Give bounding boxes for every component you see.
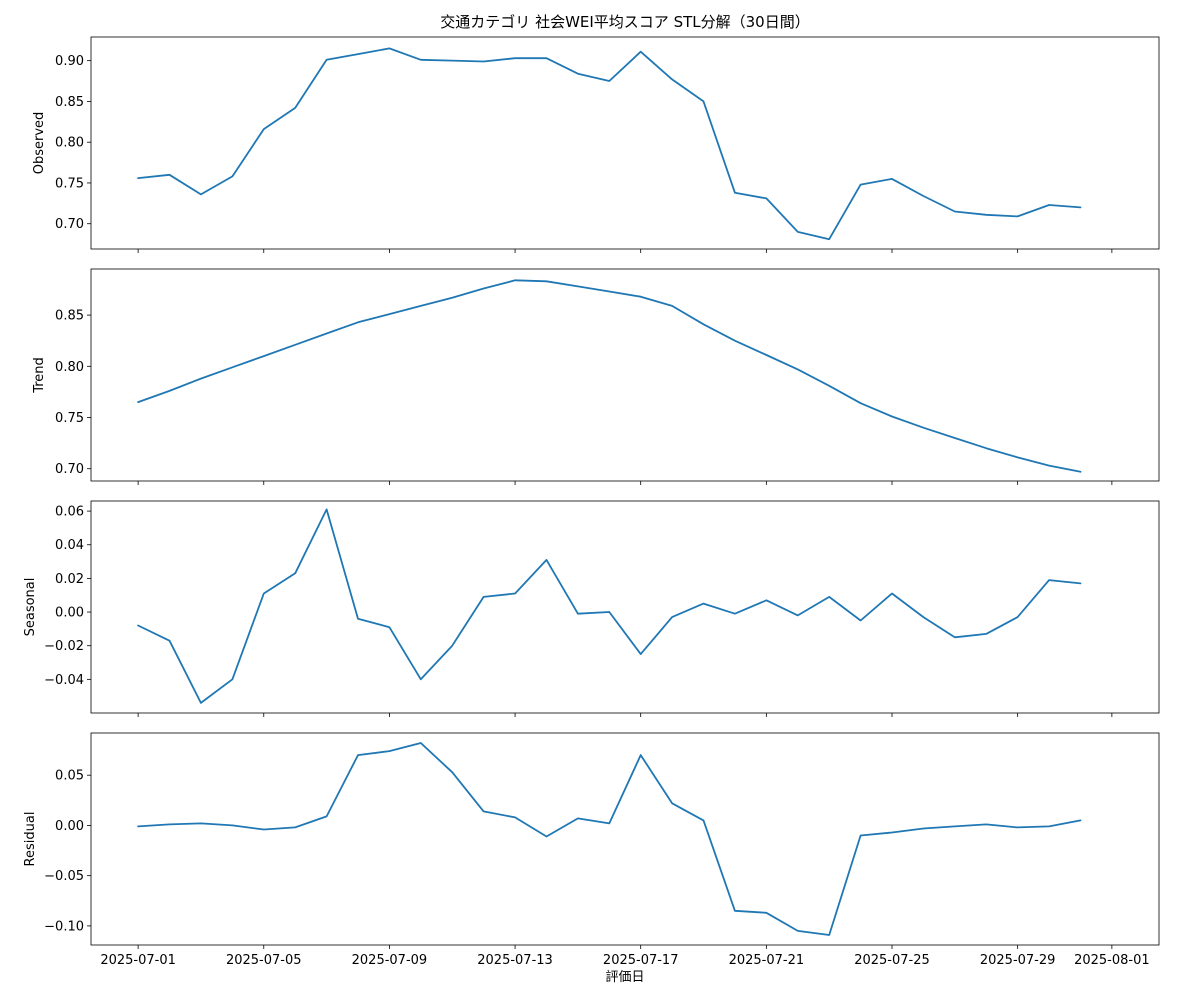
y-tick-label: 0.85 bbox=[55, 309, 84, 324]
axes-frame bbox=[90, 268, 1160, 482]
x-tick-label: 2025-07-29 bbox=[980, 953, 1056, 968]
y-axis-label-trend: Trend bbox=[32, 357, 47, 394]
y-tick-label: −0.10 bbox=[44, 919, 84, 934]
y-axis-label-seasonal: Seasonal bbox=[23, 578, 38, 637]
panel-observed: 0.70 0.75 0.80 0.85 0.90 Observed bbox=[32, 36, 1160, 253]
y-tick-label: 0.70 bbox=[55, 462, 84, 477]
y-tick-label: 0.05 bbox=[55, 769, 84, 784]
y-tick-label: 0.85 bbox=[55, 95, 84, 110]
axes-frame bbox=[90, 500, 1160, 714]
axes-frame bbox=[90, 36, 1160, 250]
x-tick-label: 2025-08-01 bbox=[1074, 953, 1150, 968]
panel-residual: −0.10 −0.05 0.00 0.05 2025-07-01 2025-07-05 20… bbox=[23, 732, 1160, 968]
panel-trend: 0.70 0.75 0.80 0.85 Trend bbox=[32, 268, 1160, 485]
y-axis-label-observed: Observed bbox=[32, 112, 47, 175]
y-tick-label: −0.04 bbox=[44, 673, 84, 688]
y-tick-label: −0.05 bbox=[44, 869, 84, 884]
x-tick-label: 2025-07-21 bbox=[729, 953, 805, 968]
y-tick-label: 0.75 bbox=[55, 411, 84, 426]
x-tick-label: 2025-07-01 bbox=[100, 953, 176, 968]
y-axis-label-residual: Residual bbox=[23, 812, 38, 867]
panel-seasonal: −0.04 −0.02 0.00 0.02 0.04 0.06 Seasonal bbox=[23, 500, 1160, 717]
x-tick-label: 2025-07-09 bbox=[352, 953, 428, 968]
y-tick-label: 0.00 bbox=[55, 819, 84, 834]
y-tick-label: 0.04 bbox=[55, 538, 84, 553]
axes-frame bbox=[90, 732, 1160, 946]
y-tick-label: 0.06 bbox=[55, 505, 84, 520]
y-tick-label: 0.80 bbox=[55, 136, 84, 151]
y-tick-label: −0.02 bbox=[44, 639, 84, 654]
y-tick-label: 0.00 bbox=[55, 606, 84, 621]
chart-title: 交通カテゴリ 社会WEI平均スコア STL分解（30日間） bbox=[440, 13, 809, 31]
x-tick-label: 2025-07-25 bbox=[854, 953, 930, 968]
series-line-seasonal bbox=[137, 508, 1082, 704]
x-tick-label: 2025-07-05 bbox=[226, 953, 302, 968]
series-line-trend bbox=[137, 279, 1082, 473]
x-axis-label: 評価日 bbox=[605, 970, 644, 985]
y-tick-label: 0.75 bbox=[55, 176, 84, 191]
y-tick-label: 0.70 bbox=[55, 217, 84, 232]
panels-group: 0.70 0.75 0.80 0.85 0.90 Observed 0.70 0.75 0.80… bbox=[23, 36, 1160, 968]
series-line-observed bbox=[137, 47, 1082, 241]
series-line-residual bbox=[137, 742, 1082, 936]
y-tick-label: 0.80 bbox=[55, 360, 84, 375]
y-tick-label: 0.02 bbox=[55, 572, 84, 587]
x-tick-label: 2025-07-13 bbox=[477, 953, 553, 968]
x-tick-label: 2025-07-17 bbox=[603, 953, 679, 968]
y-tick-label: 0.90 bbox=[55, 54, 84, 69]
